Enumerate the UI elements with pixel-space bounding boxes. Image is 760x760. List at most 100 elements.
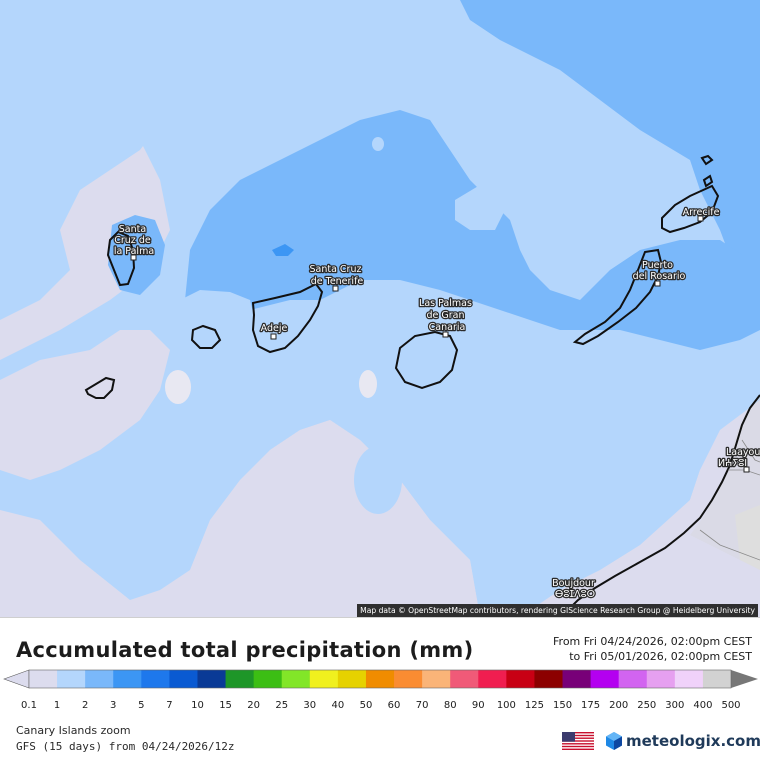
colorbar-tick-label: 40	[332, 700, 345, 711]
precip-band-3	[272, 244, 294, 256]
colorbar-tick-label: 15	[219, 700, 232, 711]
coast-la-gomera	[190, 324, 222, 349]
map-attribution[interactable]: Map data © OpenStreetMap contributors, r…	[357, 604, 758, 617]
colorbar-swatch	[113, 670, 142, 688]
colorbar-swatch	[674, 670, 704, 688]
legend-title: Accumulated total precipitation (mm)	[16, 638, 474, 662]
region-name: Canary Islands zoom	[16, 724, 131, 737]
colorbar-tick-label: 0.1	[21, 700, 37, 711]
city-labels: Santa Cruz de la Palma Santa Cruz de Ten…	[113, 206, 760, 602]
us-flag-icon[interactable]	[562, 732, 594, 750]
coast-tenerife	[251, 282, 324, 354]
colorbar-swatch	[646, 670, 676, 688]
colorbar-swatch	[57, 670, 86, 688]
precip-hole-top	[372, 137, 384, 151]
land-grey-patch	[735, 505, 760, 570]
marker-santa-cruz-de-la-palma	[130, 254, 137, 261]
label-adeje: Adeje	[261, 323, 288, 334]
colorbar-swatch	[562, 670, 592, 688]
coast-lanzarote	[661, 184, 720, 234]
period-to: to Fri 05/01/2026, 02:00pm CEST	[569, 649, 752, 663]
precipitation-colorbar: 0.1 1 2 3 5 7 10 15 20 25 30 40 50 60 70 80 90 100 125 150 1…	[3, 669, 758, 711]
colorbar-swatch	[337, 670, 367, 688]
colorbar-swatch	[85, 670, 114, 688]
coast-gran-canaria	[394, 330, 459, 390]
colorbar-swatch	[253, 670, 283, 688]
colorbar-swatch	[169, 670, 198, 688]
label-laayoune: Laayou ⵍⵄⵢⵓⵏ	[718, 447, 760, 469]
colorbar-swatch	[534, 670, 564, 688]
map-divider	[0, 617, 760, 618]
coast-la-palma	[106, 230, 136, 287]
footer-info: Canary Islands zoom GFS (15 days) from 0…	[16, 723, 235, 755]
precip-pale-patch-2	[195, 420, 480, 617]
colorbar-tick-label: 400	[693, 700, 712, 711]
precip-pale-patch-3	[520, 400, 760, 617]
colorbar-tick-label: 100	[497, 700, 516, 711]
brand-name: meteologix.com	[626, 732, 760, 750]
marker-puerto-del-rosario	[654, 280, 661, 287]
colorbar-tick-label: 500	[721, 700, 740, 711]
colorbar-swatch	[365, 670, 395, 688]
coast-el-hierro	[84, 376, 116, 399]
colorbar-tick-label: 90	[472, 700, 485, 711]
label-puerto-del-rosario: Puerto del Rosario	[633, 260, 686, 282]
coast-fuerteventura	[572, 248, 663, 346]
colorbar-swatch	[702, 670, 732, 688]
colorbar-swatch	[590, 670, 620, 688]
colorbar-tick-label: 70	[416, 700, 429, 711]
coast-alegranza	[702, 174, 714, 188]
precipitation-map[interactable]: Santa Cruz de la Palma Santa Cruz de Ten…	[0, 0, 760, 617]
precip-hole-left	[180, 290, 255, 330]
period-from: From Fri 04/24/2026, 02:00pm CEST	[553, 635, 752, 648]
label-las-palmas-de-gran-canaria: Las Palmas de Gran Canaria	[419, 298, 475, 333]
label-boujdour: Boujdour ⴱⵓⵊⴷⵓⵔ	[552, 578, 598, 600]
colorbar-swatch	[506, 670, 535, 688]
meteologix-brand[interactable]: meteologix.com	[604, 731, 760, 751]
colorbar-outline	[28, 669, 732, 689]
marker-santa-cruz-de-tenerife	[332, 285, 339, 292]
colorbar-tick-label: 175	[581, 700, 600, 711]
colorbar-swatch	[281, 670, 311, 688]
colorbar-swatch	[394, 670, 423, 688]
colorbar-tick-label: 20	[247, 700, 260, 711]
precip-band-1-hole	[455, 185, 505, 230]
colorbar-tick-label: 300	[665, 700, 684, 711]
precip-pale-blob-2	[359, 370, 377, 398]
colorbar-swatch	[309, 670, 339, 688]
precip-band-1b	[0, 0, 200, 320]
label-santa-cruz-de-la-palma: Santa Cruz de la Palma	[114, 224, 154, 257]
colorbar-swatch	[29, 670, 58, 688]
colorbar-swatch	[618, 670, 648, 688]
coast-africa	[559, 394, 760, 617]
colorbar-arrow-right	[731, 670, 758, 688]
coast-graciosa	[700, 154, 714, 166]
precip-band-2	[460, 0, 760, 330]
precip-pale-blob	[165, 370, 191, 404]
colorbar-tick-label: 1	[54, 700, 60, 711]
marker-las-palmas-de-gran-canaria	[442, 331, 449, 338]
colorbar-tick-label: 250	[637, 700, 656, 711]
colorbar-tick-label: 80	[444, 700, 457, 711]
colorbar-swatch	[422, 670, 451, 688]
colorbar-swatch	[478, 670, 507, 688]
meteologix-logo-icon	[606, 732, 622, 750]
colorbar-tick-label: 10	[191, 700, 204, 711]
precip-pale-patch	[0, 330, 170, 480]
colorbar-tick-label: 125	[525, 700, 544, 711]
colorbar-tick-label: 5	[138, 700, 144, 711]
colorbar-tick-label: 200	[609, 700, 628, 711]
colorbar-tick-label: 50	[360, 700, 373, 711]
precip-light-blob	[354, 446, 402, 514]
label-arrecife: Arrecife	[683, 207, 720, 218]
marker-laayoune	[743, 466, 750, 473]
colorbar-tick-label: 2	[82, 700, 88, 711]
coastlines	[84, 154, 760, 617]
colorbar-tick-label: 60	[388, 700, 401, 711]
colorbar-swatch	[225, 670, 255, 688]
precip-band-1	[0, 0, 760, 617]
city-markers	[130, 215, 750, 473]
colorbar-tick-label: 7	[166, 700, 172, 711]
colorbar-tick-label: 25	[275, 700, 288, 711]
marker-arrecife	[697, 215, 704, 222]
